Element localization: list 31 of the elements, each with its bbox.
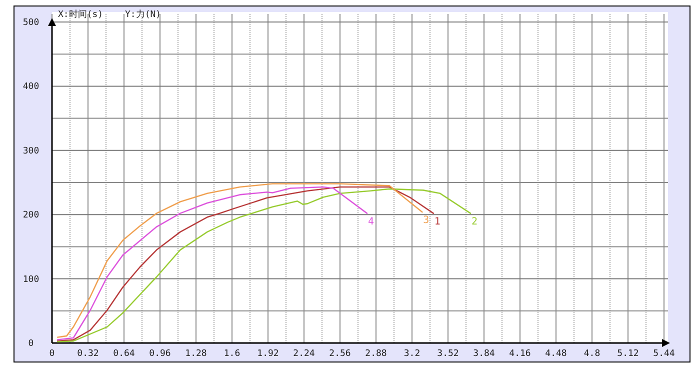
y-tick-label: 300 — [22, 146, 40, 156]
x-tick-label: 0.32 — [77, 349, 99, 359]
x-tick-label: 1.28 — [185, 349, 207, 359]
x-tick-label: 4.8 — [584, 349, 600, 359]
y-axis-title: Y:力(N) — [125, 9, 162, 20]
x-tick-label: 2.56 — [329, 349, 351, 359]
x-tick-label: 3.2 — [404, 349, 420, 359]
x-axis-title: X:时间(s) — [58, 9, 104, 20]
series-label: 3 — [423, 215, 430, 226]
x-tick-label: 2.24 — [293, 349, 315, 359]
series-label: 1 — [434, 216, 440, 228]
x-tick-label: 2.88 — [365, 349, 387, 359]
x-tick-label: 4.16 — [509, 349, 531, 359]
series-label: 2 — [471, 216, 478, 228]
x-tick-label: 3.52 — [437, 349, 459, 359]
y-tick-label: 100 — [22, 274, 40, 285]
y-tick-label: 0 — [28, 339, 34, 349]
y-tick-label: 200 — [22, 210, 40, 221]
x-tick-label: 5.44 — [653, 349, 675, 359]
x-tick-label: 1.6 — [224, 349, 240, 359]
x-tick-label: 4.48 — [545, 349, 567, 359]
series-label: 4 — [368, 216, 374, 228]
x-tick-label: 5.12 — [617, 349, 639, 359]
x-tick-label: 0 — [49, 349, 55, 359]
line-series — [56, 186, 368, 340]
x-tick-label: 0.96 — [149, 349, 171, 359]
y-tick-label: 500 — [22, 18, 40, 28]
y-tick-label: 400 — [22, 82, 40, 92]
x-tick-label: 3.84 — [473, 349, 495, 359]
x-tick-label: 1.92 — [257, 349, 279, 359]
x-tick-label: 0.64 — [113, 349, 135, 359]
